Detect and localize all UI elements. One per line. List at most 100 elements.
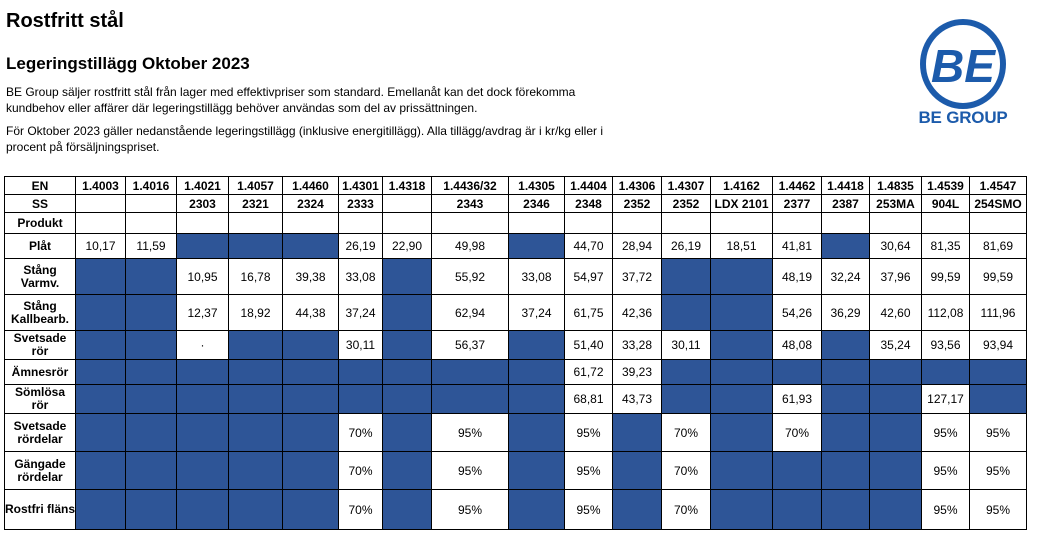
unavailable-cell: [125, 330, 177, 360]
en-grade-cell: 1.4301: [338, 176, 383, 195]
value-cell: 48,19: [772, 258, 822, 295]
value-cell: 36,29: [821, 294, 870, 331]
value-cell: 62,94: [431, 294, 509, 331]
empty-cell: [969, 212, 1027, 234]
unavailable-cell: [282, 384, 339, 414]
en-grade-cell: 1.4305: [508, 176, 565, 195]
en-label: EN: [4, 176, 76, 195]
value-cell: 93,56: [921, 330, 970, 360]
en-grade-cell: 1.4460: [282, 176, 339, 195]
value-cell: 99,59: [969, 258, 1027, 295]
value-cell: 55,92: [431, 258, 509, 295]
value-cell: 39,38: [282, 258, 339, 295]
value-cell: 70%: [338, 489, 383, 530]
unavailable-cell: [869, 359, 922, 385]
value-cell: 44,70: [564, 233, 613, 259]
unavailable-cell: [75, 451, 126, 490]
value-cell: 111,96: [969, 294, 1027, 331]
unavailable-cell: [338, 359, 383, 385]
unavailable-cell: [382, 451, 432, 490]
unavailable-cell: [661, 294, 711, 331]
logo-wordmark: BE GROUP: [918, 108, 1008, 127]
table-row: Svetsade rördelar 70% 95% 95% 70% 70% 95% 95%: [4, 413, 1027, 452]
empty-cell: [564, 212, 613, 234]
unavailable-cell: [710, 359, 773, 385]
unavailable-cell: [382, 489, 432, 530]
product-label: Stång Kallbearb.: [4, 294, 76, 331]
unavailable-cell: [869, 489, 922, 530]
unavailable-cell: [612, 413, 662, 452]
product-label: Stång Varmv.: [4, 258, 76, 295]
en-grade-cell: 1.4021: [176, 176, 229, 195]
value-cell: 32,24: [821, 258, 870, 295]
unavailable-cell: [382, 359, 432, 385]
unavailable-cell: [821, 489, 870, 530]
ss-grade-cell: 2324: [282, 194, 339, 213]
unavailable-cell: [710, 451, 773, 490]
unavailable-cell: [125, 413, 177, 452]
product-label: Plåt: [4, 233, 76, 259]
empty-cell: [772, 212, 822, 234]
value-cell: 33,08: [508, 258, 565, 295]
value-cell: 37,96: [869, 258, 922, 295]
value-cell: 51,40: [564, 330, 613, 360]
ss-grade-cell: 2352: [661, 194, 711, 213]
value-cell: 10,17: [75, 233, 126, 259]
intro-paragraph: BE Group säljer rostfritt stål från lage…: [6, 85, 576, 115]
ss-grade-cell: [382, 194, 432, 213]
ss-grade-cell: LDX 2101: [710, 194, 773, 213]
value-cell: 41,81: [772, 233, 822, 259]
ss-grade-cell: 2348: [564, 194, 613, 213]
unavailable-cell: [75, 489, 126, 530]
unavailable-cell: [176, 489, 229, 530]
unavailable-cell: [869, 451, 922, 490]
en-grade-cell: 1.4057: [228, 176, 283, 195]
unavailable-cell: [75, 384, 126, 414]
value-cell: 56,37: [431, 330, 509, 360]
unavailable-cell: [661, 258, 711, 295]
product-label: Ämnesrör: [4, 359, 76, 385]
unavailable-cell: [282, 359, 339, 385]
value-cell: 81,69: [969, 233, 1027, 259]
ss-grade-cell: 2343: [431, 194, 509, 213]
value-cell: 95%: [969, 413, 1027, 452]
produkt-header-row: Produkt: [4, 212, 1027, 234]
product-label: Svetsade rör: [4, 330, 76, 360]
unavailable-cell: [176, 233, 229, 259]
value-cell: 81,35: [921, 233, 970, 259]
unavailable-cell: [869, 384, 922, 414]
value-cell: 112,08: [921, 294, 970, 331]
unavailable-cell: [508, 451, 565, 490]
ss-grade-cell: 253MA: [869, 194, 922, 213]
unavailable-cell: [75, 359, 126, 385]
value-cell: 99,59: [921, 258, 970, 295]
empty-cell: [921, 212, 970, 234]
unavailable-cell: [710, 330, 773, 360]
table-row: Svetsade rör · 30,11 56,37 51,40 33,28 30,11 48…: [4, 330, 1027, 360]
terms-paragraph: För Oktober 2023 gäller nedanstående leg…: [6, 124, 603, 154]
ss-grade-cell: 2303: [176, 194, 229, 213]
unavailable-cell: [75, 258, 126, 295]
table-row: Stång Kallbearb. 12,37 18,92 44,38 37,24 62,9…: [4, 294, 1027, 331]
unavailable-cell: [821, 384, 870, 414]
value-cell: 93,94: [969, 330, 1027, 360]
unavailable-cell: [228, 384, 283, 414]
unavailable-cell: [710, 294, 773, 331]
unavailable-cell: [821, 451, 870, 490]
value-cell: 95%: [921, 413, 970, 452]
empty-cell: [125, 212, 177, 234]
unavailable-cell: [612, 489, 662, 530]
empty-cell: [228, 212, 283, 234]
unavailable-cell: [228, 489, 283, 530]
unavailable-cell: [382, 258, 432, 295]
be-group-logo: BE BE GROUP: [909, 18, 1017, 130]
unavailable-cell: [382, 330, 432, 360]
empty-cell: [382, 212, 432, 234]
unavailable-cell: [382, 294, 432, 331]
unavailable-cell: [282, 489, 339, 530]
unavailable-cell: [125, 258, 177, 295]
unavailable-cell: [710, 258, 773, 295]
empty-cell: [508, 212, 565, 234]
unavailable-cell: [431, 359, 509, 385]
empty-cell: [176, 212, 229, 234]
